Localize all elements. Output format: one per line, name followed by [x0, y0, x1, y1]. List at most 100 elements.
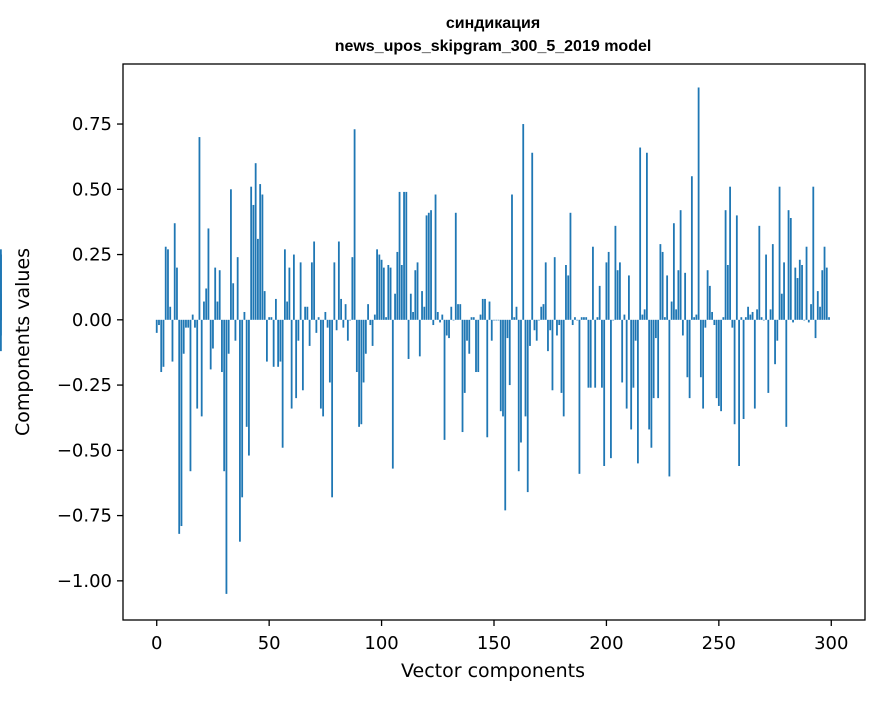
bar-250 — [717, 319, 720, 406]
bar-162 — [520, 319, 522, 443]
bar-75 — [324, 311, 327, 320]
bar-22 — [205, 288, 208, 320]
bar-51 — [270, 317, 273, 320]
bar-131 — [450, 306, 453, 320]
bar-140 — [470, 317, 473, 320]
bar-145 — [481, 298, 484, 320]
bar-176 — [551, 319, 554, 391]
bar-297 — [823, 246, 826, 320]
bar-222 — [654, 319, 657, 339]
bar-187 — [576, 319, 579, 321]
bar-103 — [387, 265, 390, 320]
bar-166 — [529, 319, 531, 346]
bar-70 — [313, 241, 316, 320]
bar-257 — [733, 319, 736, 425]
bar-139 — [468, 319, 471, 354]
bar-223 — [657, 319, 660, 399]
bar-2 — [160, 319, 163, 373]
bar-120 — [425, 215, 428, 320]
chart-title: синдикация — [446, 15, 540, 32]
bar-150 — [493, 319, 495, 321]
bar-174 — [547, 319, 549, 352]
bar-30 — [223, 319, 226, 472]
bar-239 — [693, 317, 696, 320]
bar-112 — [407, 319, 410, 359]
bar-143 — [477, 319, 480, 373]
bar-73 — [319, 319, 322, 409]
x-tick-label: 50 — [258, 633, 281, 654]
bar-33 — [230, 189, 232, 320]
bar-57 — [283, 249, 286, 320]
bar-144 — [479, 314, 482, 320]
bar-158 — [511, 194, 513, 320]
bar-201 — [607, 251, 610, 320]
bar-164 — [524, 319, 527, 417]
bar-65 — [301, 319, 304, 391]
bar-12 — [182, 319, 185, 354]
bar-74 — [322, 319, 325, 417]
bar-231 — [675, 309, 678, 320]
bar-136 — [461, 319, 464, 433]
bar-68 — [308, 319, 311, 346]
bar-78 — [331, 319, 334, 498]
bar-154 — [502, 319, 504, 417]
bar-195 — [594, 319, 597, 388]
bar-97 — [373, 314, 376, 320]
bar-146 — [484, 298, 486, 320]
bar-undefined — [0, 249, 2, 320]
y-tick-label: −0.25 — [57, 375, 112, 396]
bar-266 — [753, 319, 756, 409]
bar-251 — [720, 319, 722, 412]
bar-157 — [508, 319, 511, 386]
bar-238 — [690, 176, 693, 320]
bar-4 — [164, 246, 167, 320]
bar-77 — [328, 319, 331, 383]
bar-82 — [340, 298, 342, 320]
bar-66 — [304, 306, 307, 320]
bar-93 — [364, 319, 367, 354]
bar-216 — [641, 314, 644, 320]
bar-287 — [801, 265, 803, 320]
bar-260 — [740, 317, 743, 320]
bar-209 — [625, 319, 628, 409]
bar-63 — [297, 319, 300, 341]
bar-242 — [699, 319, 702, 378]
bar-36 — [236, 257, 239, 320]
bar-213 — [634, 319, 637, 341]
bar-15 — [189, 319, 192, 472]
bar-279 — [783, 262, 785, 320]
bar-16 — [191, 314, 194, 320]
bar-52 — [272, 319, 275, 367]
bar-71 — [315, 319, 318, 333]
y-tick-label: −1.00 — [57, 571, 112, 592]
bar-173 — [544, 262, 547, 320]
bar-45 — [257, 238, 259, 320]
bar-38 — [241, 319, 244, 498]
bar-299 — [828, 317, 830, 320]
bar-26 — [214, 267, 217, 320]
bar-10 — [178, 319, 181, 534]
bar-271 — [765, 254, 767, 320]
bar-39 — [243, 311, 246, 320]
bar-246 — [708, 285, 711, 320]
bar-189 — [580, 317, 583, 320]
bar-43 — [252, 204, 255, 320]
bar-13 — [185, 319, 187, 328]
bar-285 — [796, 278, 799, 320]
bar-29 — [221, 319, 223, 373]
bar-134 — [457, 304, 459, 320]
bar-149 — [490, 319, 493, 341]
bar-247 — [711, 311, 713, 320]
bar-7 — [171, 319, 174, 362]
bar-108 — [398, 191, 401, 320]
bar-44 — [254, 163, 257, 320]
bar-220 — [650, 319, 653, 448]
bar-35 — [234, 319, 237, 341]
bar-58 — [286, 301, 289, 320]
bar-159 — [513, 317, 516, 320]
bar-115 — [414, 270, 417, 320]
bar-85 — [346, 319, 349, 341]
bar-91 — [360, 319, 363, 425]
